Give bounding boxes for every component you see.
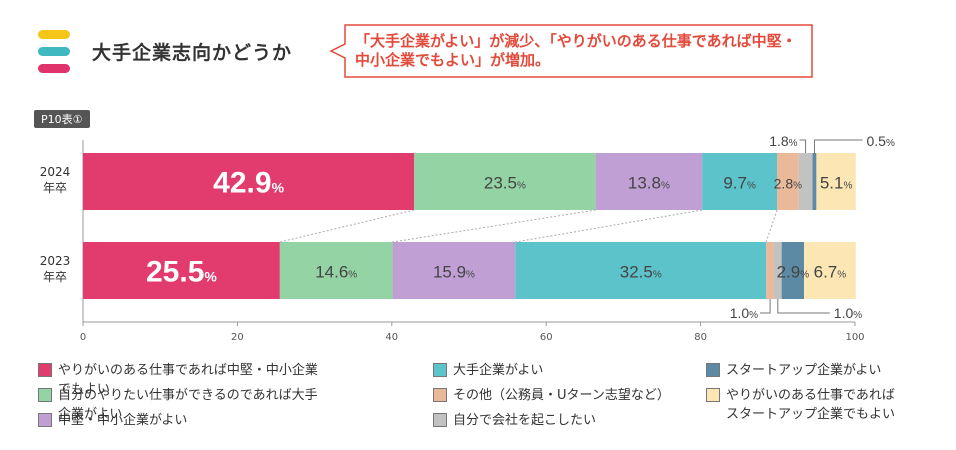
x-tick-label-0: 0 <box>80 332 86 343</box>
leader-line-1-4 <box>760 299 771 314</box>
callout-frame <box>329 24 813 78</box>
legend-label-1: 自分のやりたい仕事ができるのであれば大手企業がよい <box>58 388 318 422</box>
section-title: 大手企業志向かどうか <box>92 42 293 64</box>
x-tick-label-4: 80 <box>694 332 707 343</box>
data-label-0-1: 23.5% <box>484 174 526 193</box>
category-label-0-0: 2024 <box>40 165 71 179</box>
data-label-0-4: 2.8% <box>774 176 802 192</box>
bar-0-0 <box>83 153 415 210</box>
leader-line-0-5 <box>799 139 807 153</box>
x-tick-label-1: 20 <box>231 332 244 343</box>
bar-0-4 <box>777 153 799 210</box>
data-label-0-2: 13.8% <box>628 174 670 193</box>
legend-swatch-3 <box>433 363 447 377</box>
legend-swatch-7 <box>706 388 720 402</box>
bar-1-1 <box>279 242 393 299</box>
connector-line-3 <box>515 209 703 243</box>
data-label-1-3: 32.5% <box>620 263 662 282</box>
data-label-0-3: 9.7% <box>723 174 756 193</box>
legend-swatch-6 <box>706 363 720 377</box>
bar-1-3 <box>515 242 767 299</box>
bar-1-7 <box>804 242 856 299</box>
bar-1-4 <box>766 242 774 299</box>
title-decoration-bar-yellow <box>38 30 70 39</box>
leader-line-0-6 <box>813 139 863 153</box>
data-label-0-0: 42.9% <box>213 167 284 200</box>
bar-1-6 <box>781 242 805 299</box>
bar-1-0 <box>83 242 280 299</box>
data-label-0-7: 5.1% <box>820 174 853 193</box>
legend-label-0: やりがいのある仕事であれば中堅・中小企業でもよい <box>58 363 318 397</box>
legend-label-7: やりがいのある仕事であれば スタートアップ企業でもよい <box>726 388 896 422</box>
x-tick-label-2: 40 <box>385 332 398 343</box>
connector-line-2 <box>392 209 596 243</box>
bar-0-2 <box>595 153 703 210</box>
data-label-0-5: 1.8% <box>769 133 797 149</box>
bar-0-6 <box>812 153 817 210</box>
legend-label-5: 自分で会社を起こしたい <box>453 413 597 428</box>
legend-swatch-0 <box>38 363 52 377</box>
legend-swatch-1 <box>38 388 52 402</box>
data-label-1-2: 15.9% <box>433 263 475 282</box>
legend-label-2: 中堅・中小企業がよい <box>58 413 188 428</box>
title-decoration-bar-pink <box>38 64 70 73</box>
legend-swatch-2 <box>38 413 52 427</box>
category-label-1-1: 年卒 <box>43 270 67 284</box>
title-decoration-bar-teal <box>38 47 70 56</box>
bar-0-5 <box>798 153 813 210</box>
legend-swatch-4 <box>433 388 447 402</box>
legend-swatch-5 <box>433 413 447 427</box>
category-label-1-0: 2023 <box>40 254 71 268</box>
bar-1-2 <box>392 242 516 299</box>
data-label-1-5: 1.0% <box>834 305 862 321</box>
x-tick-label-5: 100 <box>845 332 864 343</box>
data-label-1-7: 6.7% <box>814 263 847 282</box>
bar-0-1 <box>414 153 596 210</box>
category-label-0-1: 年卒 <box>43 181 67 195</box>
callout-box: 「大手企業がよい」が減少、「やりがいのある仕事であれば中堅・中小企業でもよい」が… <box>325 22 815 80</box>
bar-0-3 <box>702 153 778 210</box>
figure-tag: P10表① <box>34 110 90 128</box>
legend-label-3: 大手企業がよい <box>453 363 544 378</box>
legend-label-4: その他（公務員・Uターン志望など） <box>453 388 670 403</box>
leader-line-1-5 <box>777 299 830 314</box>
data-label-1-6: 2.9% <box>777 263 810 282</box>
callout-text: 「大手企業がよい」が減少、「やりがいのある仕事であれば中堅・中小企業でもよい」が… <box>355 32 797 69</box>
data-label-1-0: 25.5% <box>146 256 217 289</box>
data-label-1-4: 1.0% <box>730 305 758 321</box>
connector-line-4 <box>765 209 778 243</box>
bar-0-7 <box>816 153 856 210</box>
connector-line-1 <box>279 209 415 243</box>
data-label-0-6: 0.5% <box>866 133 894 149</box>
x-tick-label-3: 60 <box>540 332 553 343</box>
data-label-1-1: 14.6% <box>315 263 357 282</box>
legend-label-6: スタートアップ企業がよい <box>726 363 882 378</box>
bar-1-5 <box>773 242 782 299</box>
